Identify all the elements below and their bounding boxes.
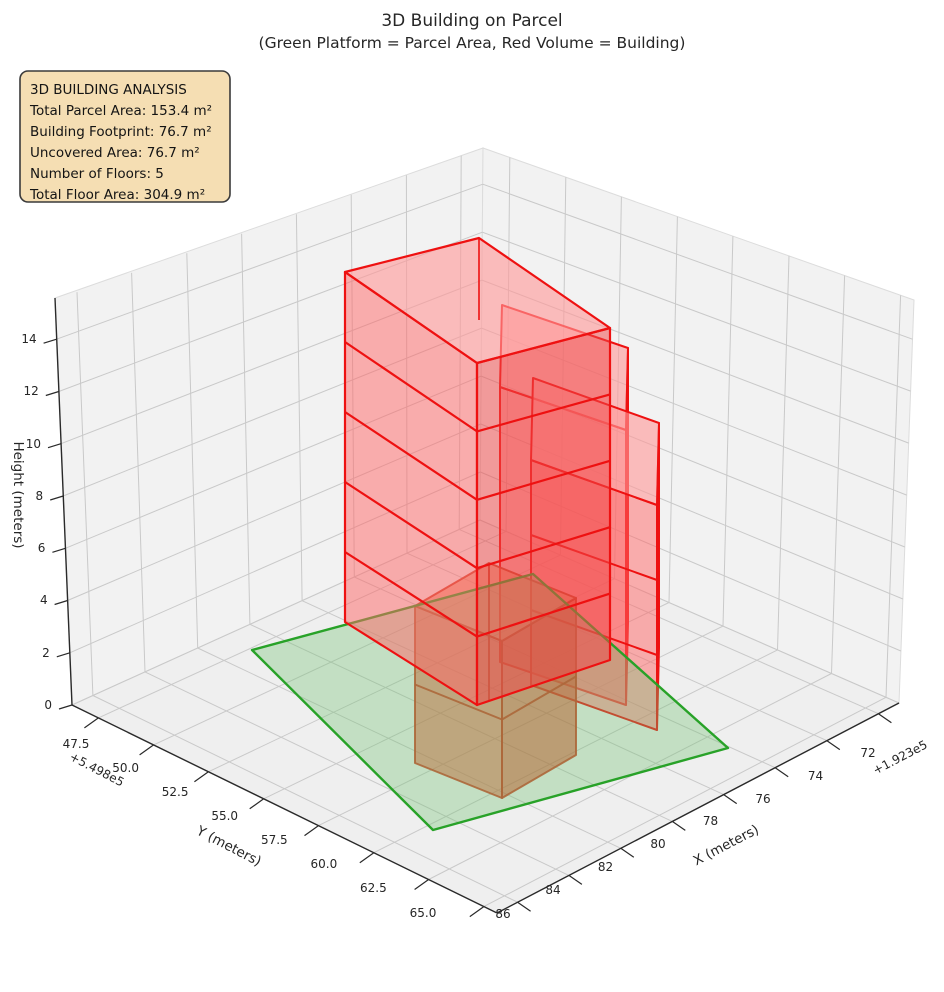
x-axis-spine[interactable] <box>496 702 900 914</box>
y-tick-50: 50.0 <box>112 761 139 775</box>
x-tick-72: 72 <box>860 746 875 760</box>
info-box-line-5: Total Floor Area: 304.9 m² <box>29 187 205 203</box>
axis-spines <box>54 297 900 914</box>
right-wall-grid-horizontal <box>479 183 913 704</box>
info-box-line-2: Building Footprint: 76.7 m² <box>30 124 212 140</box>
y-tick-52-5: 52.5 <box>162 785 189 799</box>
z-tick-8: 8 <box>36 489 44 503</box>
analysis-info-box: 3D BUILDING ANALYSIS Total Parcel Area: … <box>19 70 231 203</box>
x-tick-78: 78 <box>703 814 718 828</box>
y-axis-tick-marks <box>84 717 485 918</box>
info-box-line-3: Uncovered Area: 76.7 m² <box>30 145 200 161</box>
z-tick-4: 4 <box>40 593 48 607</box>
left-wall-grid-horizontal <box>56 183 483 706</box>
x-axis-title: X (meters) <box>691 822 762 869</box>
info-box-title: 3D BUILDING ANALYSIS <box>30 82 187 98</box>
x-tick-74: 74 <box>808 769 823 783</box>
info-box-line-4: Number of Floors: 5 <box>30 166 164 182</box>
info-box-line-1: Total Parcel Area: 153.4 m² <box>29 103 212 119</box>
x-axis-offset-text: +1.923e5 <box>871 737 930 777</box>
z-axis-tick-marks <box>43 338 73 710</box>
y-tick-60: 60.0 <box>311 857 338 871</box>
tower-floor-lines-left <box>344 341 478 638</box>
z-tick-labels: 0 2 4 6 8 10 12 14 <box>21 332 52 712</box>
z-tick-2: 2 <box>42 646 50 660</box>
y-tick-62-5: 62.5 <box>360 881 387 895</box>
x-axis-tick-marks <box>517 713 892 912</box>
building-tower-section <box>343 236 612 707</box>
z-tick-12: 12 <box>24 384 39 398</box>
x-tick-84: 84 <box>545 883 560 897</box>
analysis-info-box-background <box>19 70 231 203</box>
y-tick-65: 65.0 <box>410 906 437 920</box>
x-tick-86: 86 <box>495 907 510 921</box>
z-tick-10: 10 <box>26 437 41 451</box>
x-tick-76: 76 <box>755 792 770 806</box>
x-tick-80: 80 <box>650 837 665 851</box>
tower-floor-lines-right <box>476 393 611 638</box>
x-tick-82: 82 <box>598 860 613 874</box>
z-tick-0: 0 <box>44 698 52 712</box>
z-axis-title: Height (meters) <box>10 441 26 548</box>
y-tick-47-5: 47.5 <box>63 737 90 751</box>
tower-front-right-face <box>475 326 612 707</box>
axis-ticks <box>43 338 892 918</box>
y-tick-labels: 47.5 50.0 52.5 55.0 57.5 60.0 62.5 65.0 <box>63 737 437 920</box>
y-tick-57-5: 57.5 <box>261 833 288 847</box>
y-axis-spine[interactable] <box>71 704 498 914</box>
z-tick-14: 14 <box>21 332 36 346</box>
tower-roof-face <box>343 236 612 365</box>
figure-subtitle: (Green Platform = Parcel Area, Red Volum… <box>259 34 686 52</box>
x-tick-labels: 72 74 76 78 80 82 84 86 <box>495 746 875 921</box>
y-tick-55: 55.0 <box>211 809 238 823</box>
y-axis-title: Y (meters) <box>193 823 264 870</box>
figure-title: 3D Building on Parcel <box>381 11 562 31</box>
z-tick-6: 6 <box>38 541 46 555</box>
z-axis-spine[interactable] <box>54 297 73 706</box>
